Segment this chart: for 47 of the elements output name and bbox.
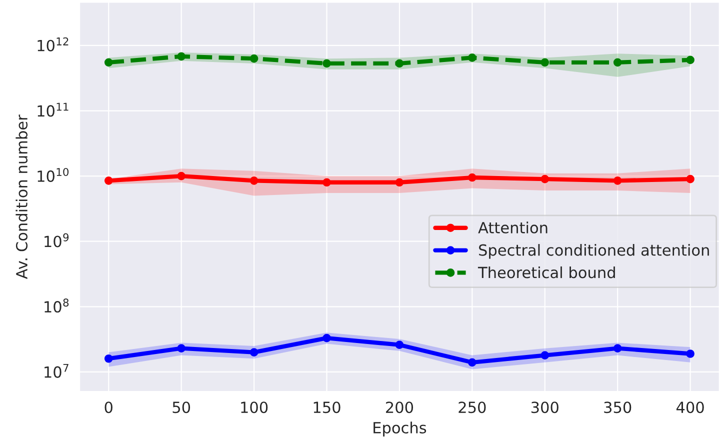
point [468,173,476,182]
point [686,350,694,358]
point [177,172,186,180]
x-axis-title: Epochs [374,422,426,436]
point [250,176,258,185]
point [250,54,258,63]
point [540,174,550,184]
point [250,348,258,356]
point [322,178,331,187]
point [395,178,404,187]
point [686,56,694,64]
y-tick-label: 10$^{7}$ [44,364,68,378]
point [322,334,331,342]
point [468,358,476,367]
y-tick-label: 10$^{12}$ [38,37,68,52]
legend-label: Spectral conditioned attention [479,244,709,259]
x-tick-label: 50 [172,402,190,414]
y-tick-label: 10$^{8}$ [44,298,69,313]
point [686,174,694,184]
point [468,54,476,62]
y-axis-title: Av. Condition number [16,114,28,280]
point [322,59,331,68]
x-tick-label: 400 [676,402,704,414]
point [613,344,622,352]
x-tick-label: 200 [386,402,414,414]
point [540,58,550,67]
x-tick-label: 150 [314,402,340,414]
y-tick-label: 10$^{9}$ [44,233,69,248]
point [104,58,113,67]
point [395,340,404,350]
x-tick-label: 0 [104,402,112,414]
x-tick-label: 350 [604,402,632,414]
y-tick-label: 10$^{10}$ [38,168,69,182]
legend-label: Attention [478,222,548,234]
point [540,351,550,360]
point [104,176,113,185]
point [177,344,186,352]
x-tick-label: 100 [241,402,268,414]
x-tick-label: 250 [458,402,486,414]
x-tick-label: 300 [531,402,558,414]
point [613,176,622,185]
y-tick-label: 10$^{11}$ [38,102,68,117]
point [104,354,113,363]
legend-label: Theoretical bound [478,266,615,278]
point [613,58,622,67]
point [395,59,404,68]
point [177,52,186,61]
